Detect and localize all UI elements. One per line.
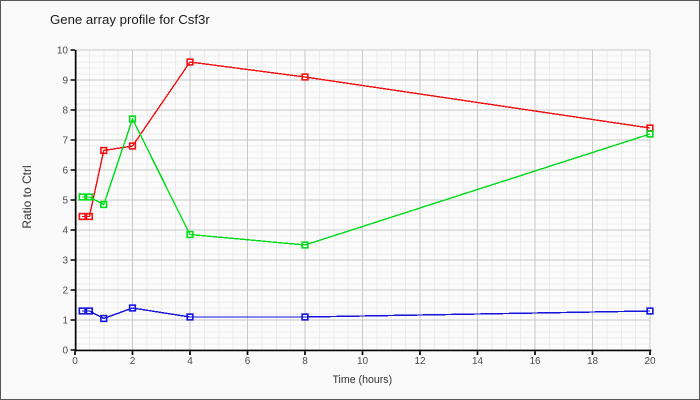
svg-text:20: 20 [644, 356, 656, 367]
svg-text:4: 4 [62, 226, 68, 237]
svg-text:Time (hours): Time (hours) [332, 374, 392, 386]
svg-text:Ratio to Ctrl: Ratio to Ctrl [20, 165, 34, 228]
svg-text:10: 10 [357, 356, 369, 367]
svg-text:3: 3 [62, 256, 68, 267]
svg-text:1: 1 [62, 316, 68, 327]
svg-text:8: 8 [62, 106, 68, 117]
svg-text:12: 12 [414, 356, 426, 367]
svg-text:0: 0 [62, 346, 68, 357]
svg-text:5: 5 [62, 196, 68, 207]
svg-text:18: 18 [587, 356, 599, 367]
svg-text:2: 2 [62, 286, 68, 297]
svg-text:7: 7 [62, 136, 68, 147]
svg-text:10: 10 [57, 46, 69, 57]
svg-text:Gene array profile for Csf3r: Gene array profile for Csf3r [50, 12, 210, 27]
svg-text:14: 14 [472, 356, 484, 367]
svg-text:6: 6 [62, 166, 68, 177]
svg-text:2: 2 [130, 356, 136, 367]
svg-text:0: 0 [72, 356, 78, 367]
svg-text:4: 4 [187, 356, 193, 367]
svg-text:8: 8 [302, 356, 308, 367]
svg-text:6: 6 [245, 356, 251, 367]
svg-text:16: 16 [529, 356, 541, 367]
svg-text:9: 9 [62, 76, 68, 87]
